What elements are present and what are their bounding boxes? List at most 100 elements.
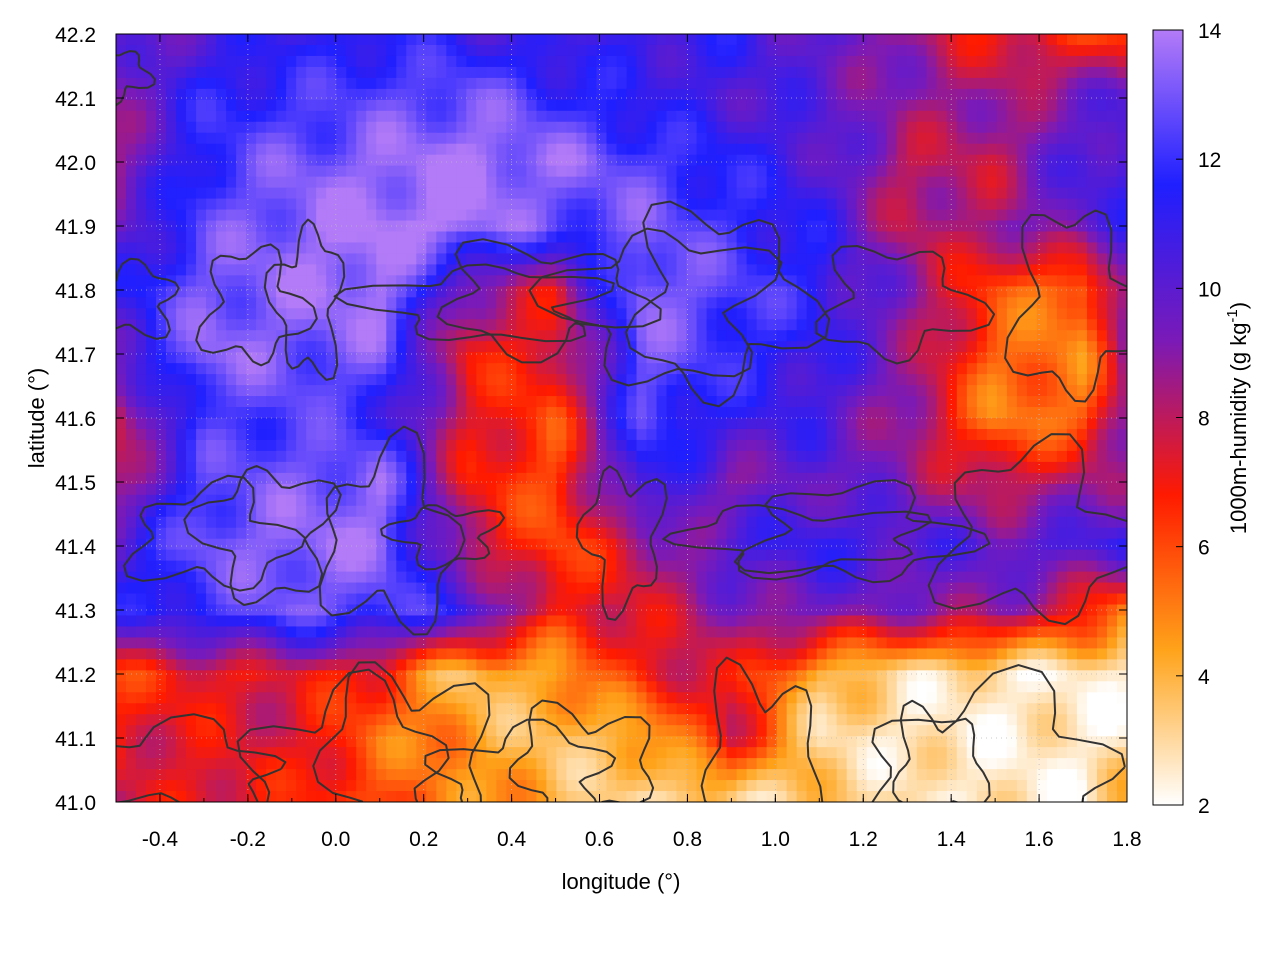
heat-cell bbox=[306, 352, 317, 364]
heat-cell bbox=[716, 297, 728, 309]
heat-cell bbox=[356, 505, 367, 518]
heat-cell bbox=[386, 505, 397, 518]
heat-cell bbox=[126, 34, 137, 46]
heat-cell bbox=[406, 297, 417, 309]
heat-cell bbox=[486, 121, 497, 134]
heat-cell bbox=[896, 99, 908, 112]
heat-cell bbox=[1006, 439, 1018, 452]
heat-cell bbox=[166, 308, 177, 320]
heat-cell bbox=[966, 198, 978, 211]
heat-cell bbox=[626, 450, 638, 463]
heat-cell bbox=[326, 132, 337, 145]
heat-cell bbox=[726, 44, 738, 57]
heat-cell bbox=[266, 538, 277, 551]
heat-cell bbox=[476, 132, 487, 145]
heat-cell bbox=[346, 450, 357, 463]
heat-cell bbox=[676, 132, 688, 145]
heat-cell bbox=[216, 176, 227, 189]
heat-cell bbox=[616, 121, 628, 134]
heat-cell bbox=[986, 516, 998, 529]
heat-cell bbox=[746, 198, 758, 211]
heat-cell bbox=[746, 516, 758, 529]
heat-cell bbox=[116, 121, 127, 134]
heat-cell bbox=[136, 450, 147, 463]
heat-cell bbox=[456, 385, 467, 397]
heat-cell bbox=[326, 187, 337, 200]
heat-cell bbox=[176, 319, 187, 331]
heat-cell bbox=[226, 483, 237, 496]
heat-cell bbox=[626, 308, 638, 320]
heat-cell bbox=[676, 275, 688, 287]
heat-cell bbox=[416, 121, 427, 134]
heat-cell bbox=[166, 34, 177, 46]
heat-cell bbox=[216, 461, 227, 474]
heat-cell bbox=[1106, 439, 1118, 452]
heat-cell bbox=[1096, 450, 1108, 463]
heat-cell bbox=[886, 286, 898, 298]
heat-cell bbox=[866, 363, 878, 375]
heat-cell bbox=[596, 198, 608, 211]
heat-cell bbox=[166, 538, 177, 551]
heat-cell bbox=[306, 275, 317, 287]
heat-cell bbox=[296, 44, 307, 57]
heat-cell bbox=[256, 472, 267, 485]
heat-cell bbox=[846, 308, 858, 320]
heat-cell bbox=[876, 374, 888, 386]
heat-cell bbox=[746, 253, 758, 265]
heat-cell bbox=[826, 407, 838, 419]
heat-cell bbox=[1016, 483, 1028, 496]
heat-cell bbox=[466, 450, 477, 463]
heat-cell bbox=[656, 286, 668, 298]
heat-cell bbox=[1066, 352, 1078, 364]
heat-cell bbox=[766, 527, 778, 540]
heat-cell bbox=[916, 99, 928, 112]
heat-cell bbox=[386, 66, 397, 79]
heat-cell bbox=[826, 308, 838, 320]
heat-cell bbox=[1006, 396, 1018, 408]
heat-cell bbox=[236, 407, 247, 419]
heat-cell bbox=[256, 363, 267, 375]
heat-cell bbox=[1006, 549, 1018, 562]
heat-cell bbox=[946, 264, 958, 276]
heat-cell bbox=[696, 374, 708, 386]
heat-cell bbox=[566, 187, 578, 200]
heat-cell bbox=[156, 396, 167, 408]
heat-cell bbox=[406, 363, 417, 375]
heat-cell bbox=[466, 66, 477, 79]
heat-cell bbox=[776, 121, 788, 134]
heat-cell bbox=[1116, 143, 1127, 156]
heat-cell bbox=[886, 319, 898, 331]
heat-cell bbox=[186, 154, 197, 167]
heat-cell bbox=[876, 264, 888, 276]
heat-cell bbox=[766, 231, 778, 244]
heat-cell bbox=[466, 121, 477, 134]
heat-cell bbox=[906, 187, 918, 200]
heat-cell bbox=[816, 538, 828, 551]
heat-cell bbox=[436, 34, 447, 46]
heat-cell bbox=[376, 505, 387, 518]
heat-cell bbox=[966, 483, 978, 496]
heat-cell bbox=[576, 308, 588, 320]
heat-cell bbox=[336, 418, 347, 430]
heat-cell bbox=[1086, 527, 1098, 540]
heat-cell bbox=[1036, 154, 1048, 167]
heat-cell bbox=[596, 352, 608, 364]
heat-cell bbox=[266, 396, 277, 408]
heat-cell bbox=[1086, 198, 1098, 211]
heat-cell bbox=[706, 132, 718, 145]
heat-cell bbox=[536, 352, 548, 364]
heat-cell bbox=[476, 385, 487, 397]
heat-cell bbox=[246, 472, 257, 485]
heat-cell bbox=[756, 385, 768, 397]
heat-cell bbox=[116, 461, 127, 474]
heat-cell bbox=[1066, 77, 1078, 90]
heat-cell bbox=[186, 198, 197, 211]
heat-cell bbox=[206, 99, 217, 112]
heat-cell bbox=[356, 341, 367, 353]
heat-cell bbox=[676, 209, 688, 222]
heat-cell bbox=[1096, 55, 1108, 68]
heat-cell bbox=[546, 319, 558, 331]
heat-cell bbox=[846, 275, 858, 287]
heat-cell bbox=[146, 396, 157, 408]
heat-cell bbox=[706, 308, 718, 320]
